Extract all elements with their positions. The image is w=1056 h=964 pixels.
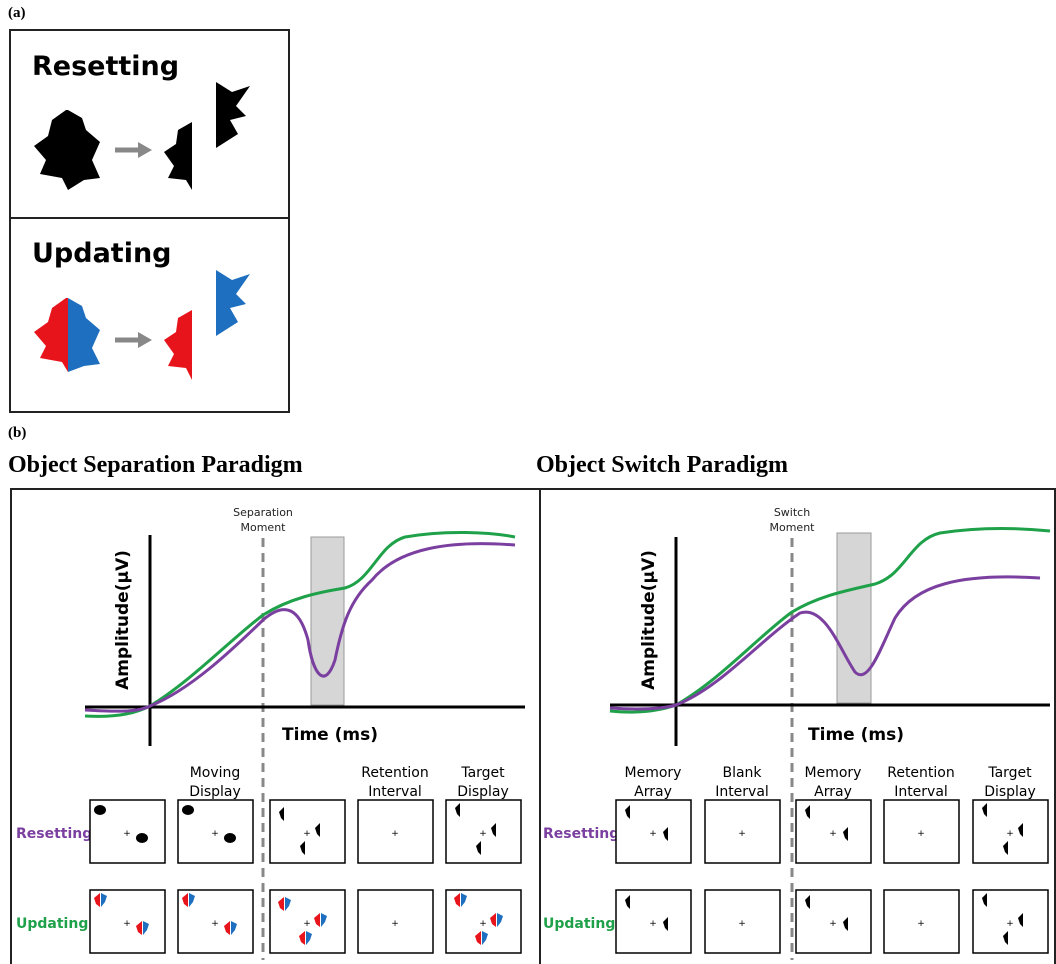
fixation: + (1006, 829, 1014, 839)
row-label: Updating (16, 916, 88, 932)
column-label: Memory (805, 765, 862, 781)
column-label: Display (457, 784, 509, 800)
fixation: + (1006, 919, 1014, 929)
row-label: Resetting (16, 826, 92, 842)
fixation: + (649, 919, 657, 929)
column-label: Target (460, 765, 505, 781)
fixation: + (649, 829, 657, 839)
fixation: + (123, 919, 131, 929)
column-label: Display (189, 784, 241, 800)
moment-label: Moment (770, 521, 816, 534)
column-label: Interval (368, 784, 422, 800)
fixation: + (479, 829, 487, 839)
y-axis-label: Amplitude(μV) (113, 550, 133, 690)
fixation: + (391, 919, 399, 929)
shape (216, 82, 250, 148)
heading: Resetting (32, 51, 179, 82)
shape (164, 310, 192, 380)
panel-label: (a) (8, 5, 26, 21)
shape (164, 122, 192, 190)
column-label: Moving (190, 765, 241, 781)
moment-label: Separation (233, 506, 293, 519)
fixation: + (917, 829, 925, 839)
column-label: Target (987, 765, 1032, 781)
column-label: Blank (722, 765, 762, 781)
x-axis-label: Time (ms) (808, 725, 904, 745)
fixation: + (738, 919, 746, 929)
arrow-head (138, 332, 152, 348)
moment-label: Switch (774, 506, 810, 519)
paradigm-title: Object Separation Paradigm (8, 452, 303, 478)
fixation: + (391, 829, 399, 839)
column-label: Array (814, 784, 852, 800)
column-label: Retention (361, 765, 429, 781)
fixation: + (829, 919, 837, 929)
heading: Updating (32, 238, 172, 269)
fixation: + (303, 829, 311, 839)
moment-label: Moment (241, 521, 287, 534)
x-axis-label: Time (ms) (282, 725, 378, 745)
fixation: + (211, 829, 219, 839)
row-label: Updating (543, 916, 615, 932)
figure: (a) Resetting Updating (b) Object Separa… (0, 0, 1056, 964)
item (94, 805, 106, 815)
column-label: Interval (715, 784, 769, 800)
fixation: + (211, 919, 219, 929)
column-label: Display (984, 784, 1036, 800)
panel-label: (b) (8, 425, 26, 441)
window (837, 533, 871, 703)
shape (68, 298, 100, 372)
fixation: + (303, 919, 311, 929)
column-label: Array (634, 784, 672, 800)
y-axis-label: Amplitude(μV) (639, 550, 659, 690)
column-label: Retention (887, 765, 955, 781)
item (224, 833, 236, 843)
arrow-head (138, 142, 152, 158)
row-label: Resetting (543, 826, 619, 842)
item (136, 833, 148, 843)
fixation: + (829, 829, 837, 839)
column-label: Memory (625, 765, 682, 781)
shape (34, 110, 68, 190)
fixation: + (123, 829, 131, 839)
item (182, 805, 194, 815)
shape (34, 298, 68, 372)
page: (a) Resetting Updating (b) Object Separa… (0, 0, 1056, 964)
shape (216, 270, 250, 336)
shape (68, 110, 100, 190)
fixation: + (479, 919, 487, 929)
window (311, 537, 344, 705)
column-label: Interval (894, 784, 948, 800)
fixation: + (917, 919, 925, 929)
fixation: + (738, 829, 746, 839)
paradigm-title: Object Switch Paradigm (536, 452, 788, 478)
